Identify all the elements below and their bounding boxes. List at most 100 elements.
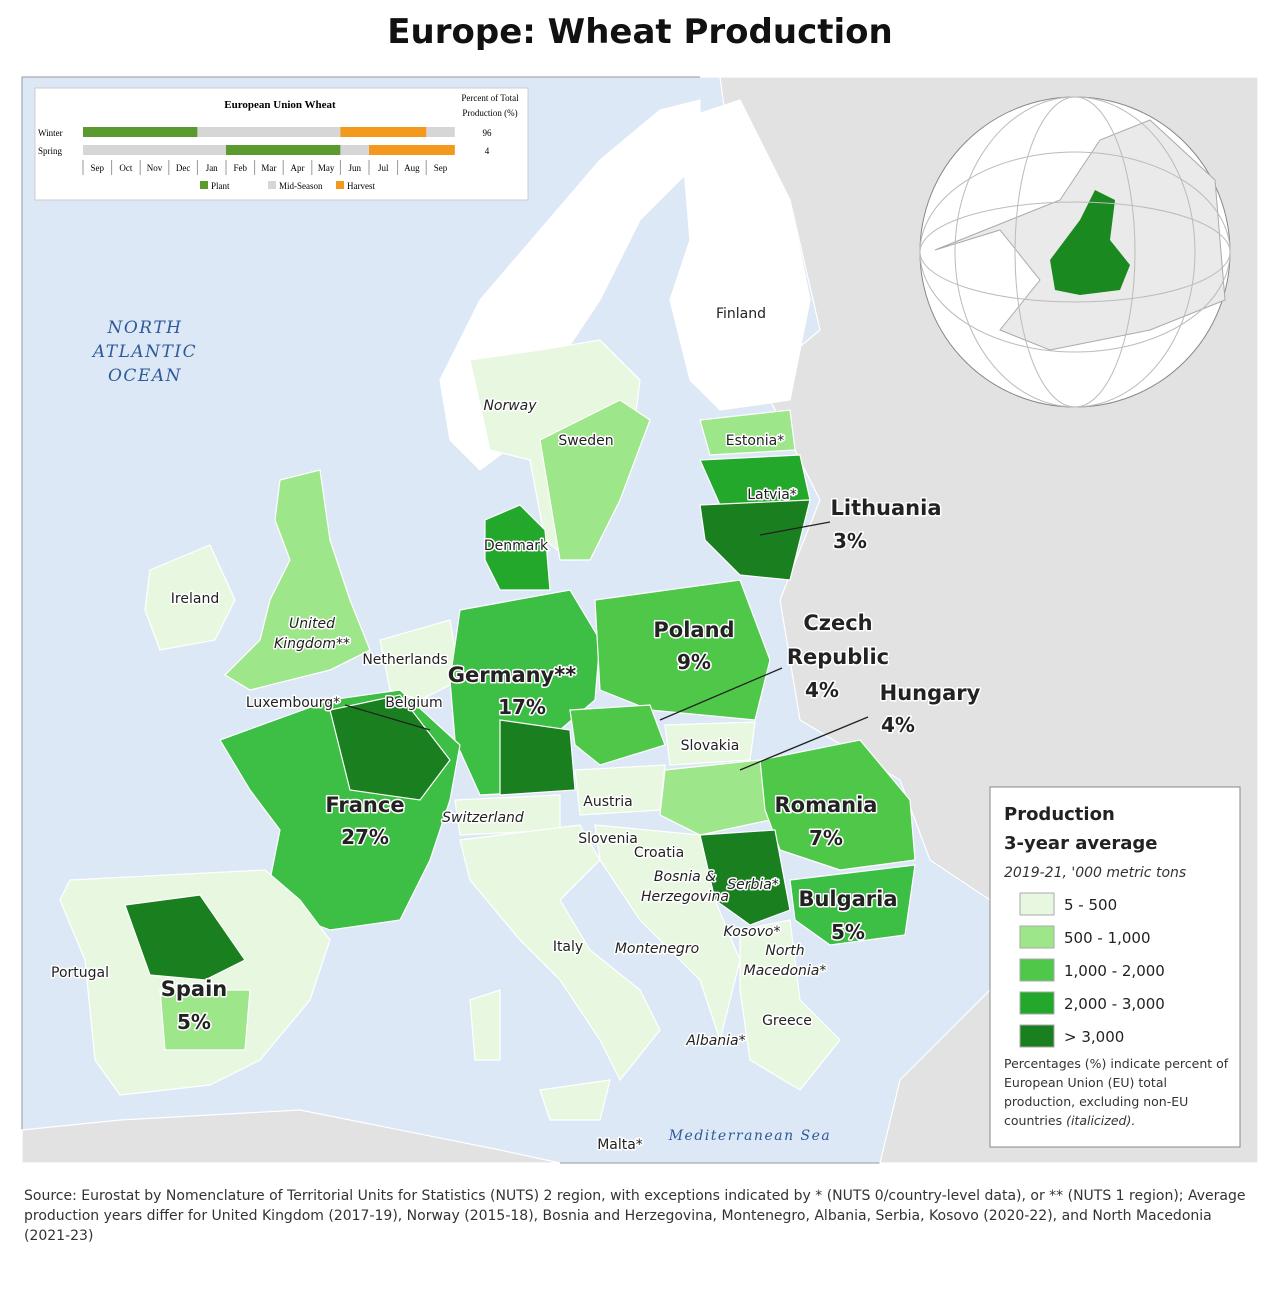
bulgaria	[789, 864, 916, 946]
class-swatch	[1019, 958, 1055, 982]
leader-line	[759, 521, 831, 536]
month-label: Sep	[434, 163, 448, 173]
country-label: Slovakia	[681, 738, 740, 754]
country-label: United	[289, 616, 335, 632]
legend-label: Mid-Season	[279, 181, 323, 191]
country-label: North	[765, 943, 804, 959]
row-label: Winter	[38, 128, 63, 138]
ocean-label: ATLANTIC	[91, 342, 197, 362]
finland	[669, 99, 811, 411]
ocean-label: OCEAN	[108, 366, 182, 386]
class-label: 2,000 - 3,000	[1064, 995, 1165, 1013]
country-label: Austria	[583, 794, 632, 810]
country-label: Bosnia &	[654, 869, 716, 885]
class-swatch	[1019, 991, 1055, 1015]
western-balkans	[594, 824, 741, 1043]
legend-title: Production	[1004, 804, 1115, 825]
calendar: European Union Wheat Percent of Total Prod…	[34, 87, 529, 201]
legend-subtitle: 3-year average	[1004, 833, 1157, 854]
class-label: > 3,000	[1064, 1028, 1124, 1046]
country-label: Netherlands	[362, 652, 447, 668]
season-bar	[369, 145, 455, 155]
germany-south	[499, 719, 576, 796]
country-label: Germany**	[448, 663, 577, 687]
country-label: Serbia*	[727, 877, 779, 893]
legend-label: Harvest	[347, 181, 375, 191]
poland	[594, 579, 771, 721]
country-share: 5%	[831, 920, 865, 944]
season-bar	[226, 145, 341, 155]
legend-swatch	[268, 181, 276, 189]
source: Source: Eurostat by Nomenclature of Terr…	[24, 1188, 1246, 1244]
country-label: Macedonia*	[744, 963, 827, 979]
spain-andalusia	[159, 989, 251, 1051]
country-label: Latvia*	[747, 487, 797, 503]
title: Europe: Wheat Production	[387, 12, 893, 52]
month-label: Oct	[119, 163, 132, 173]
globe-graticule	[919, 96, 1231, 408]
ireland	[144, 544, 236, 651]
sea-label: Mediterranean Sea	[668, 1128, 832, 1144]
legend-note: Percentages (%) indicate percent of Euro…	[1004, 1054, 1234, 1130]
class-swatch	[1019, 892, 1055, 916]
legend-units: 2019-21, '000 metric tons	[1004, 865, 1186, 881]
country-label: Slovenia	[578, 831, 638, 847]
united-kingdom	[224, 469, 371, 691]
country-label: Montenegro	[615, 941, 699, 957]
country-label: Herzegovina	[641, 889, 729, 905]
class-swatch	[1019, 925, 1055, 949]
france-north	[329, 694, 451, 801]
season-bar	[197, 127, 341, 137]
row-percent: 96	[483, 128, 493, 138]
africa	[21, 1109, 561, 1164]
row-label: Spring	[38, 146, 63, 156]
leader-line	[344, 704, 431, 731]
benelux	[379, 619, 461, 701]
country-label: Italy	[553, 939, 583, 955]
country-label: France	[325, 793, 404, 817]
country-label: Ireland	[171, 591, 219, 607]
sardinia	[469, 989, 501, 1061]
country-share: 4%	[805, 678, 839, 702]
country-label: Kingdom**	[274, 636, 350, 652]
globe-eu	[1050, 190, 1130, 295]
slovakia	[664, 721, 756, 766]
month-label: Apr	[291, 163, 305, 173]
legend-label: Plant	[211, 181, 230, 191]
legend-swatch	[336, 181, 344, 189]
country-share: 5%	[177, 1010, 211, 1034]
greece	[739, 919, 841, 1091]
percent-header: Production (%)	[462, 108, 517, 118]
country-share: 17%	[498, 695, 546, 719]
season-bar	[340, 145, 369, 155]
month-label: Mar	[261, 163, 276, 173]
month-label: Jan	[206, 163, 218, 173]
sweden-south	[539, 399, 651, 561]
country-label: Czech	[803, 611, 872, 635]
country-share: 27%	[341, 825, 389, 849]
country-label: Denmark	[484, 538, 549, 554]
country-label: Greece	[762, 1013, 812, 1029]
legend-swatch	[200, 181, 208, 189]
calendar-title: European Union Wheat	[224, 99, 336, 111]
row-percent: 4	[485, 146, 490, 156]
map: European Union Wheat Percent of Total Prod…	[21, 76, 1259, 1164]
class-label: 5 - 500	[1064, 896, 1117, 914]
season-bar	[340, 127, 427, 137]
estonia	[699, 409, 796, 456]
leader-line	[659, 667, 783, 721]
month-label: May	[318, 163, 335, 173]
country-label: Croatia	[634, 845, 684, 861]
legend: Production 3-year average 2019-21, '000 …	[989, 786, 1241, 1148]
country-share: 3%	[833, 529, 867, 553]
country-label: Sweden	[558, 433, 613, 449]
country-label: Belgium	[385, 695, 442, 711]
country-label: Finland	[716, 306, 766, 322]
country-label: Norway	[483, 398, 537, 414]
class-label: 500 - 1,000	[1064, 929, 1151, 947]
class-swatch	[1019, 1024, 1055, 1048]
czech-republic	[569, 704, 666, 766]
leader-lines	[344, 521, 869, 771]
note-text: Percentages (%) indicate percent of Euro…	[1004, 1056, 1229, 1128]
